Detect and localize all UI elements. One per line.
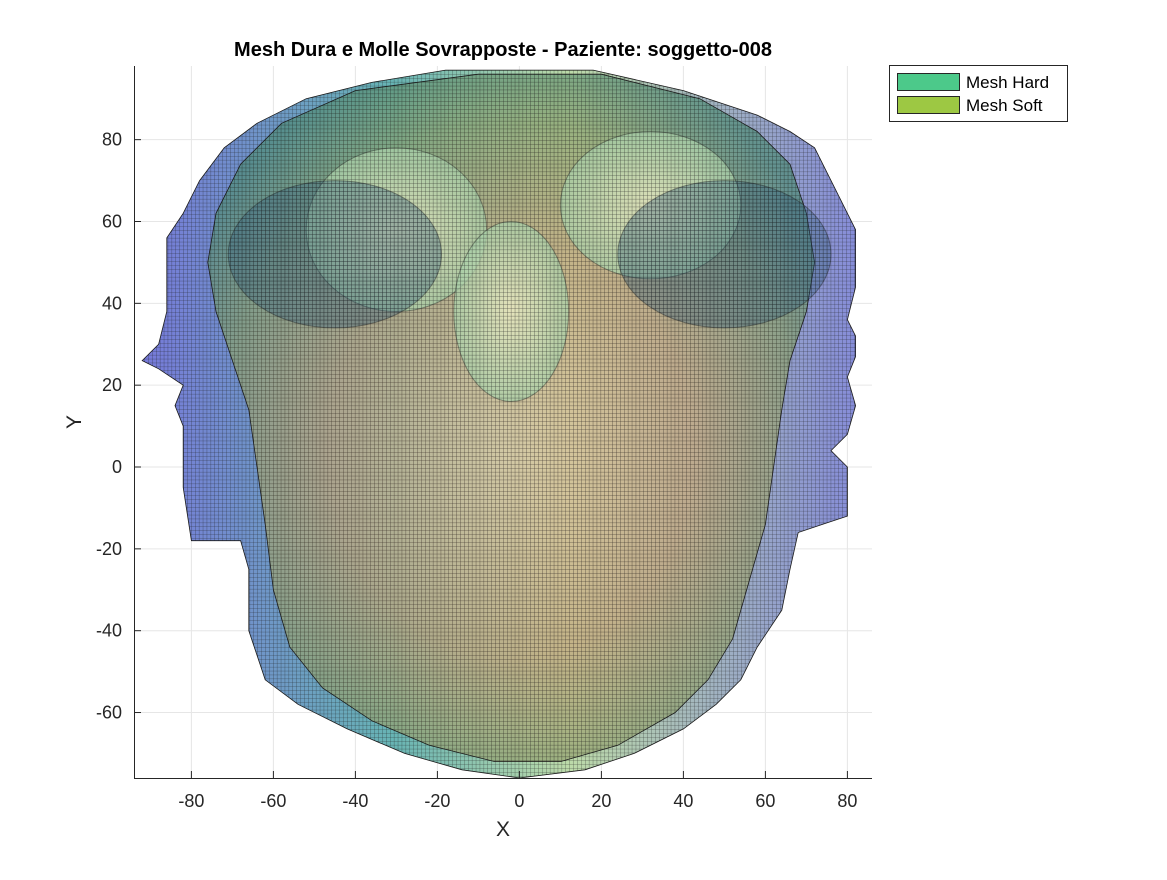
x-tick-label: 40 [673,791,693,811]
legend-swatch [897,73,960,91]
x-tick-label: 80 [837,791,857,811]
y-tick-label: 40 [102,293,122,313]
mesh-regions [227,130,832,403]
legend-item-mesh-hard[interactable]: Mesh Hard [897,73,1050,92]
y-tick-label: 80 [102,130,122,150]
x-tick-label: -60 [260,791,286,811]
x-tick-label: -20 [424,791,450,811]
x-tick-label: 20 [591,791,611,811]
legend-label: Mesh Soft [966,96,1043,115]
legend-label: Mesh Hard [966,73,1049,92]
y-tick-label: 20 [102,375,122,395]
x-tick-label: 60 [755,791,775,811]
mesh-region-wireframe [453,221,569,402]
chart-title: Mesh Dura e Molle Sovrapposte - Paziente… [234,39,772,61]
legend-item-mesh-soft[interactable]: Mesh Soft [897,96,1043,115]
legend[interactable]: Mesh Hard Mesh Soft [889,65,1068,122]
legend-swatch [897,96,960,114]
x-tick-label: 0 [514,791,524,811]
mesh-region-wireframe [228,180,442,328]
y-tick-label: -60 [96,703,122,723]
x-tick-label: -40 [342,791,368,811]
y-tick-label: 0 [112,457,122,477]
mesh-region-wireframe [617,180,832,328]
y-tick-label: -20 [96,539,122,559]
x-axis-label: X [496,818,510,841]
series-layer [141,69,857,778]
axes: -80 -60 -40 -20 0 20 40 60 80 -60 -40 -20 0 20 40 60 80 [96,66,872,811]
y-tick-label: 60 [102,211,122,231]
x-tick-label: -80 [178,791,204,811]
y-tick-label: -40 [96,621,122,641]
y-axis-label: Y [63,415,86,429]
